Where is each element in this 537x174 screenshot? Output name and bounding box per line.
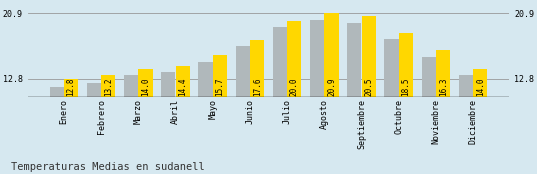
Text: 20.5: 20.5 [364,77,373,96]
Bar [422,57,436,97]
Bar [362,17,376,97]
Bar [436,50,450,97]
Bar [101,75,115,97]
Bar [399,33,413,97]
Bar [473,69,488,97]
Text: 18.5: 18.5 [402,77,410,96]
Bar [384,39,398,97]
Bar [87,84,101,97]
Bar [459,75,473,97]
Bar [324,13,339,97]
Bar [124,75,138,97]
Bar [273,27,287,97]
Text: Temperaturas Medias en sudanell: Temperaturas Medias en sudanell [11,162,205,172]
Text: 12.8: 12.8 [67,77,76,96]
Bar [161,72,175,97]
Bar [347,23,361,97]
Text: 13.2: 13.2 [104,77,113,96]
Bar [213,55,227,97]
Bar [176,66,190,97]
Text: 17.6: 17.6 [252,77,262,96]
Bar [310,20,324,97]
Text: 14.0: 14.0 [476,77,485,96]
Bar [287,21,301,97]
Text: 16.3: 16.3 [439,77,448,96]
Bar [236,46,250,97]
Bar [64,79,78,97]
Bar [49,87,64,97]
Text: 15.7: 15.7 [215,77,224,96]
Text: 20.9: 20.9 [327,77,336,96]
Bar [139,69,153,97]
Bar [198,62,213,97]
Text: 14.0: 14.0 [141,77,150,96]
Bar [250,40,264,97]
Text: 20.0: 20.0 [290,77,299,96]
Text: 14.4: 14.4 [178,77,187,96]
